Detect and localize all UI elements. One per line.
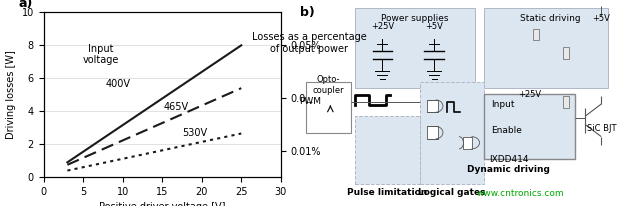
Text: Static driving: Static driving [520, 14, 581, 23]
Text: Power supplies: Power supplies [381, 14, 449, 23]
Text: PWM: PWM [300, 97, 321, 107]
Text: +5V: +5V [592, 14, 610, 23]
Bar [354, 116, 419, 184]
Text: Enable: Enable [491, 126, 522, 135]
Text: b): b) [300, 6, 314, 19]
Bar [563, 96, 568, 108]
Text: 400V: 400V [105, 78, 130, 89]
Text: Pulse limitation: Pulse limitation [347, 188, 427, 197]
Text: +25V: +25V [519, 90, 542, 99]
Bar [534, 29, 539, 40]
Bar [306, 82, 351, 133]
Text: IXDD414: IXDD414 [489, 155, 529, 164]
Text: +5V: +5V [425, 22, 443, 31]
Text: Opto-
coupler: Opto- coupler [313, 75, 344, 95]
Text: Logical gates: Logical gates [418, 188, 485, 197]
Y-axis label: Driving losses [W]: Driving losses [W] [6, 50, 16, 139]
Bar [484, 8, 608, 88]
Text: 465V: 465V [164, 102, 189, 112]
Text: +25V: +25V [371, 22, 394, 31]
Text: Input
voltage: Input voltage [82, 44, 119, 66]
Bar [563, 47, 568, 59]
Bar [354, 8, 475, 88]
Bar [462, 137, 472, 149]
Text: Dynamic driving: Dynamic driving [467, 165, 550, 174]
Text: Losses as a percentage
of output power: Losses as a percentage of output power [251, 32, 366, 54]
Bar [484, 94, 575, 159]
Text: a): a) [19, 0, 33, 10]
Text: 530V: 530V [182, 128, 207, 138]
Bar [427, 100, 437, 112]
Bar [419, 82, 484, 184]
Text: www.cntronics.com: www.cntronics.com [476, 189, 564, 198]
X-axis label: Positive driver voltage [V]: Positive driver voltage [V] [99, 202, 225, 206]
Text: Input: Input [491, 99, 514, 109]
Bar [427, 126, 437, 139]
Text: SiC BJT: SiC BJT [587, 124, 616, 133]
